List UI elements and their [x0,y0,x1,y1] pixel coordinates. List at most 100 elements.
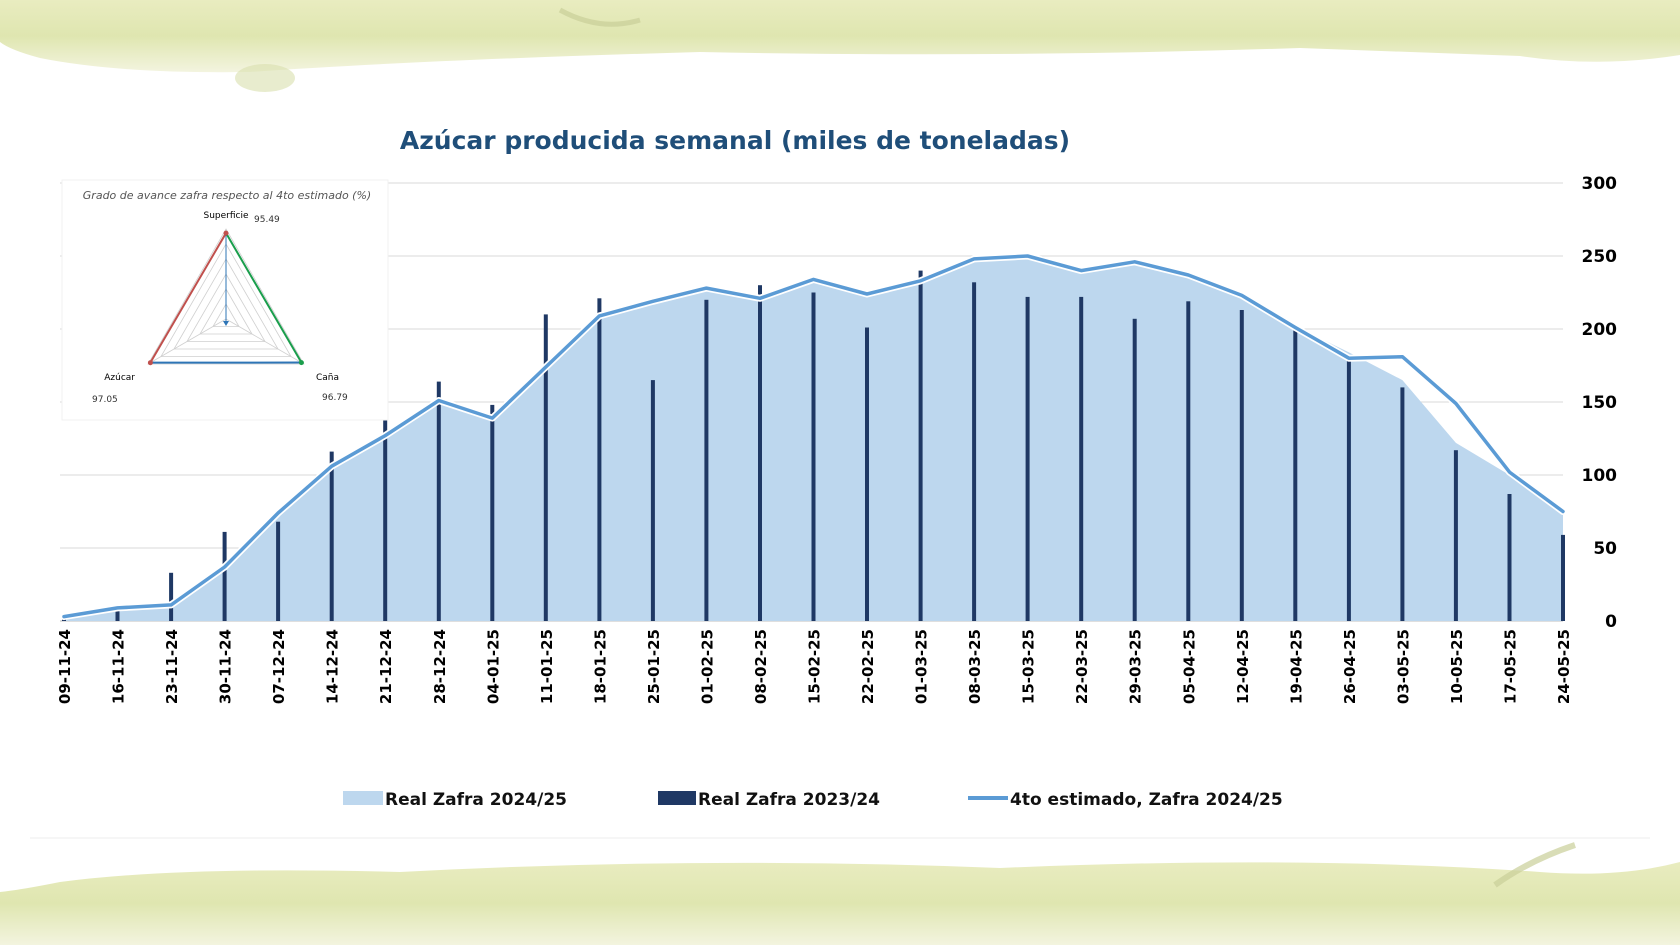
bar-30-11-24 [222,531,227,621]
x-tick-label-22-02-25: 22-02-25 [859,629,877,704]
bottom-banner-decoration [0,837,1680,945]
bar-11-01-25 [543,314,548,621]
x-tick-label-10-05-25: 10-05-25 [1448,629,1466,704]
bar-09-11-24 [62,619,66,621]
bar-series-layer [62,270,1565,621]
radar-edge-superficie-azucar [149,232,227,364]
bar-21-12-24 [383,393,388,621]
radar-point-azucar [147,360,153,366]
x-tick-label-15-03-25: 15-03-25 [1020,629,1038,704]
radar-axis-label-cana: Caña [316,373,339,383]
legend-swatch-area [343,791,383,805]
legend-label-area: Real Zafra 2024/25 [385,790,567,810]
bar-10-05-25 [1453,450,1458,621]
bar-08-03-25 [972,282,977,621]
radar-axis-label-superficie: Superficie [203,211,248,221]
bar-23-11-24 [169,572,174,621]
radar-value-cana: 96.79 [322,393,348,403]
bar-05-04-25 [1186,301,1191,621]
bar-18-01-25 [597,298,602,621]
radar-point-cana [298,360,304,366]
x-tick-label-08-03-25: 08-03-25 [966,629,984,704]
y-tick-label-150: 150 [1582,393,1618,413]
x-tick-label-26-04-25: 26-04-25 [1341,629,1359,704]
radar-value-azucar: 97.05 [92,395,118,405]
x-axis-ticks: 09-11-24 16-11-24 23-11-24 30-11-24 07-12-24… [56,629,1573,704]
radar-shape [147,230,304,366]
x-tick-label-28-12-24: 28-12-24 [431,629,449,704]
radar-inset-background [61,179,389,421]
bar-26-04-25 [1346,359,1351,621]
x-tick-label-11-01-25: 11-01-25 [538,629,556,704]
radar-value-superficie: 95.49 [254,215,280,225]
x-tick-label-18-01-25: 18-01-25 [591,629,609,704]
x-tick-label-21-12-24: 21-12-24 [377,629,395,704]
x-tick-label-09-11-24: 09-11-24 [56,629,74,704]
x-tick-label-29-03-25: 29-03-25 [1127,629,1145,704]
legend-label-line: 4to estimado, Zafra 2024/25 [1010,790,1283,810]
bar-16-11-24 [115,609,120,621]
x-tick-label-17-05-25: 17-05-25 [1501,629,1519,704]
legend-swatch-bar [658,791,696,805]
radar-center-arrowhead [223,321,229,326]
y-tick-label-300: 300 [1582,174,1618,194]
bar-19-04-25 [1293,330,1298,621]
bar-24-05-25 [1561,534,1565,621]
radar-grid-ring-5 [160,243,292,357]
x-tick-label-16-11-24: 16-11-24 [110,629,128,704]
radar-title: Grado de avance zafra respecto al 4to es… [83,189,371,202]
top-banner-decoration [0,0,1680,92]
radar-grid-ring-1 [212,303,240,327]
bar-28-12-24 [436,381,441,621]
radar-axis-label-azucar: Azúcar [104,373,135,383]
x-tick-label-12-04-25: 12-04-25 [1234,629,1252,704]
radar-edge-superficie-cana [225,232,303,364]
legend: Real Zafra 2024/25 Real Zafra 2023/24 4t… [343,790,1283,810]
bar-29-03-25 [1132,318,1137,621]
bar-01-02-25 [704,299,709,621]
radar-grid-ring-4 [173,258,279,350]
x-tick-label-15-02-25: 15-02-25 [806,629,824,704]
x-tick-label-19-04-25: 19-04-25 [1287,629,1305,704]
x-tick-label-30-11-24: 30-11-24 [217,629,235,704]
line-series-layer [60,252,1567,621]
bar-04-01-25 [490,404,495,621]
y-tick-label-200: 200 [1582,320,1618,340]
radar-grid-ring-6 [147,228,305,365]
bar-15-02-25 [811,292,816,621]
y-tick-label-50: 50 [1593,539,1617,559]
bar-01-03-25 [918,270,923,621]
y-tick-label-100: 100 [1582,466,1618,486]
radar-grid [147,228,305,365]
line-4to-estimado-zafra-2024-25 [62,254,1565,619]
x-tick-label-24-05-25: 24-05-25 [1555,629,1573,704]
bar-25-01-25 [650,380,655,621]
bar-03-05-25 [1400,387,1405,621]
bar-07-12-24 [276,521,281,621]
radar-grid-ring-3 [186,273,266,342]
x-tick-label-25-01-25: 25-01-25 [645,629,663,704]
chart-title: Azúcar producida semanal (miles de tonel… [400,126,1070,155]
x-tick-label-08-02-25: 08-02-25 [752,629,770,704]
y-axis-ticks: 0 50 100 150 200 250 300 [1582,174,1618,632]
bar-22-03-25 [1079,296,1084,621]
x-tick-label-03-05-25: 03-05-25 [1394,629,1412,704]
radar-spoke-2 [147,318,227,365]
bar-17-05-25 [1507,494,1512,621]
radar-spoke-1 [225,318,305,365]
bar-15-03-25 [1025,296,1030,621]
bar-12-04-25 [1239,310,1244,621]
legend-label-bar: Real Zafra 2023/24 [698,790,880,810]
y-tick-label-0: 0 [1605,612,1617,632]
radar-grid-ring-2 [199,288,253,335]
bar-22-02-25 [865,327,869,621]
radar-point-superficie [223,230,229,236]
x-tick-label-01-03-25: 01-03-25 [913,629,931,704]
x-tick-label-04-01-25: 04-01-25 [484,629,502,704]
y-tick-label-250: 250 [1582,247,1618,267]
x-tick-label-22-03-25: 22-03-25 [1073,629,1091,704]
x-tick-label-23-11-24: 23-11-24 [163,629,181,704]
x-tick-label-05-04-25: 05-04-25 [1180,629,1198,704]
bar-14-12-24 [329,451,334,621]
